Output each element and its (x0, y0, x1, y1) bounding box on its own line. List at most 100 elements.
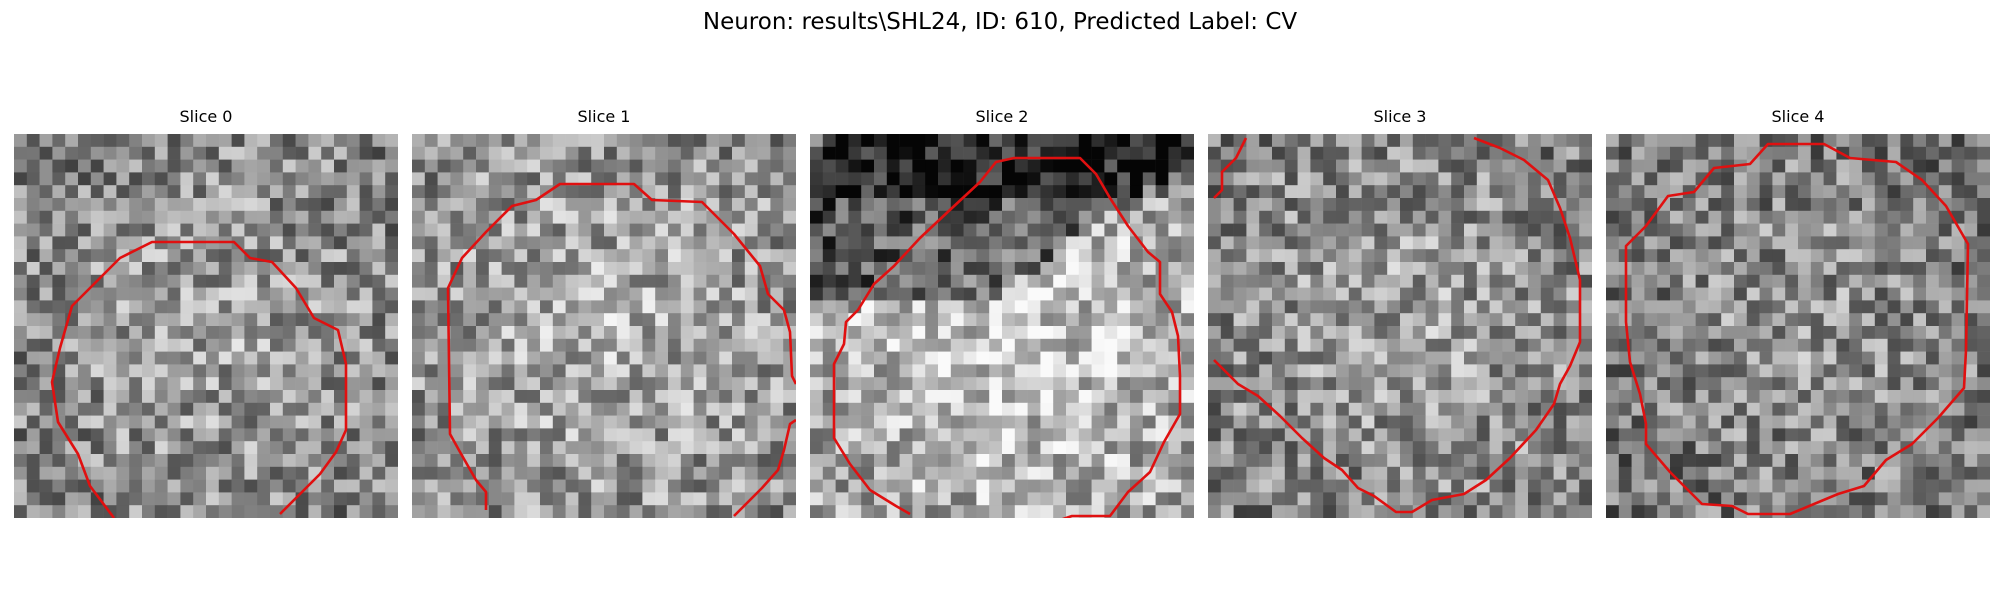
pixel (719, 428, 732, 441)
pixel (1734, 300, 1747, 313)
pixel (1528, 224, 1541, 237)
pixel (155, 326, 168, 339)
pixel (360, 480, 373, 493)
pixel (1952, 352, 1965, 365)
pixel (1310, 262, 1323, 275)
pixel (1413, 288, 1426, 301)
pixel (668, 364, 681, 377)
pixel (668, 275, 681, 288)
pixel (1221, 403, 1234, 416)
pixel (1246, 352, 1259, 365)
pixel (681, 416, 694, 429)
pixel (1336, 505, 1349, 518)
pixel (1619, 441, 1632, 454)
pixel (1246, 377, 1259, 390)
pixel (1413, 224, 1426, 237)
pixel (964, 211, 977, 224)
pixel (1349, 198, 1362, 211)
pixel (91, 224, 104, 237)
pixel (1298, 172, 1311, 185)
pixel (1298, 467, 1311, 480)
pixel (1451, 454, 1464, 467)
pixel (129, 339, 142, 352)
pixel (1426, 211, 1439, 224)
pixel (372, 236, 385, 249)
pixel (1913, 326, 1926, 339)
pixel (1323, 326, 1336, 339)
pixel (1824, 505, 1837, 518)
pixel (1862, 262, 1875, 275)
pixel (1015, 262, 1028, 275)
pixel (706, 441, 719, 454)
pixel (142, 224, 155, 237)
pixel (1374, 480, 1387, 493)
pixel (1862, 160, 1875, 173)
pixel (1181, 390, 1194, 403)
pixel (1760, 211, 1773, 224)
pixel (463, 505, 476, 518)
pixel (155, 364, 168, 377)
pixel (347, 185, 360, 198)
pixel (1913, 134, 1926, 147)
pixel (706, 326, 719, 339)
pixel (1156, 313, 1169, 326)
pixel (1221, 262, 1234, 275)
pixel (334, 185, 347, 198)
pixel (1438, 224, 1451, 237)
pixel (1040, 134, 1053, 147)
pixel (1862, 377, 1875, 390)
pixel (1900, 198, 1913, 211)
pixel (1426, 480, 1439, 493)
pixel (1772, 185, 1785, 198)
pixel (1464, 505, 1477, 518)
pixel (347, 352, 360, 365)
pixel (502, 390, 515, 403)
pixel (1272, 428, 1285, 441)
pixel (1234, 390, 1247, 403)
pixel (1181, 339, 1194, 352)
pixel (1566, 377, 1579, 390)
pixel (1053, 224, 1066, 237)
pixel (1977, 147, 1990, 160)
pixel (1977, 364, 1990, 377)
pixel (91, 441, 104, 454)
pixel (783, 198, 796, 211)
pixel (1015, 249, 1028, 262)
pixel (1952, 288, 1965, 301)
pixel (463, 211, 476, 224)
pixel (1092, 377, 1105, 390)
pixel (566, 505, 579, 518)
pixel (1708, 147, 1721, 160)
pixel (206, 339, 219, 352)
pixel (1760, 492, 1773, 505)
pixel (1913, 416, 1926, 429)
pixel (360, 390, 373, 403)
pixel (732, 467, 745, 480)
pixel (1234, 172, 1247, 185)
pixel (681, 160, 694, 173)
pixel (283, 172, 296, 185)
pixel (1362, 441, 1375, 454)
pixel (938, 505, 951, 518)
pixel (1657, 441, 1670, 454)
pixel (732, 185, 745, 198)
pixel (706, 275, 719, 288)
pixel (1734, 198, 1747, 211)
pixel (1785, 403, 1798, 416)
pixel (1490, 480, 1503, 493)
pixel (232, 288, 245, 301)
pixel (193, 172, 206, 185)
pixel (1104, 364, 1117, 377)
pixel (502, 185, 515, 198)
pixel (1168, 236, 1181, 249)
pixel (78, 249, 91, 262)
pixel (681, 480, 694, 493)
pixel (527, 185, 540, 198)
pixel (14, 467, 27, 480)
pixel (489, 275, 502, 288)
pixel (1632, 505, 1645, 518)
pixel (180, 403, 193, 416)
pixel (1541, 390, 1554, 403)
pixel (1849, 339, 1862, 352)
pixel (1554, 492, 1567, 505)
